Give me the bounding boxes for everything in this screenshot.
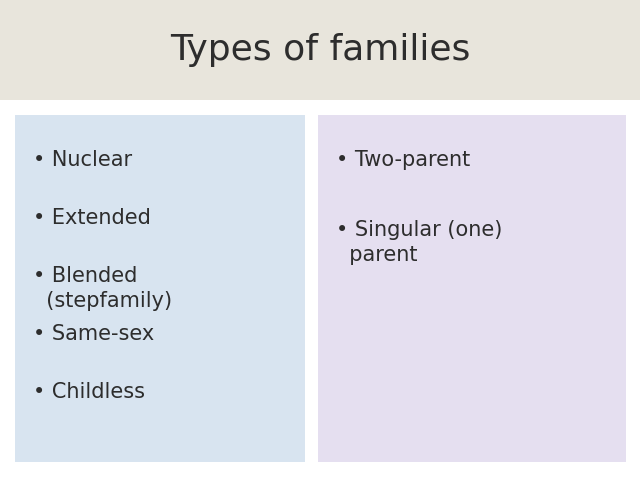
Text: • Singular (one)
  parent: • Singular (one) parent — [336, 220, 502, 265]
Text: Types of families: Types of families — [170, 33, 470, 67]
Text: • Blended
  (stepfamily): • Blended (stepfamily) — [33, 266, 172, 311]
FancyBboxPatch shape — [15, 115, 305, 462]
Text: • Extended: • Extended — [33, 208, 151, 228]
Text: • Nuclear: • Nuclear — [33, 150, 132, 170]
Text: • Same-sex: • Same-sex — [33, 324, 154, 344]
Text: • Two-parent: • Two-parent — [336, 150, 470, 170]
Text: • Childless: • Childless — [33, 382, 145, 402]
FancyBboxPatch shape — [0, 0, 640, 100]
FancyBboxPatch shape — [318, 115, 626, 462]
